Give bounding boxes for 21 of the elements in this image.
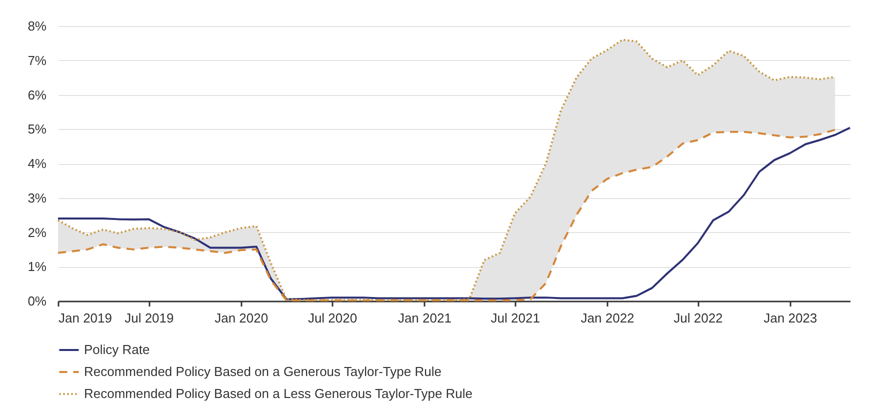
y-tick-label: 2% <box>28 224 47 240</box>
legend-label: Recommended Policy Based on a Less Generous Taylor-Type Rule <box>84 386 473 401</box>
x-tick-label: Jul 2019 <box>124 310 174 326</box>
legend-label: Policy Rate <box>84 342 150 357</box>
y-tick-label: 0% <box>28 294 47 308</box>
legend-label: Recommended Policy Based on a Generous Taylor-Type Rule <box>84 364 442 379</box>
x-tick-label: Jan 2020 <box>214 310 268 326</box>
x-tick-label: Jan 2021 <box>398 310 452 326</box>
x-tick-label: Jul 2020 <box>308 310 358 326</box>
x-tick-label: Jul 2022 <box>674 310 723 326</box>
x-tick-label: Jul 2021 <box>490 310 540 326</box>
x-tick-label: Jan 2019 <box>58 310 112 326</box>
y-tick-label: 3% <box>28 190 47 206</box>
x-tick-label: Jan 2023 <box>764 310 818 326</box>
y-tick-label: 4% <box>28 156 47 171</box>
y-tick-label: 7% <box>28 52 47 68</box>
y-tick-label: 1% <box>28 259 47 274</box>
y-tick-label: 5% <box>28 122 47 137</box>
y-tick-label: 8% <box>28 18 47 34</box>
y-tick-label: 6% <box>28 87 47 102</box>
x-tick-label: Jan 2022 <box>580 310 634 326</box>
